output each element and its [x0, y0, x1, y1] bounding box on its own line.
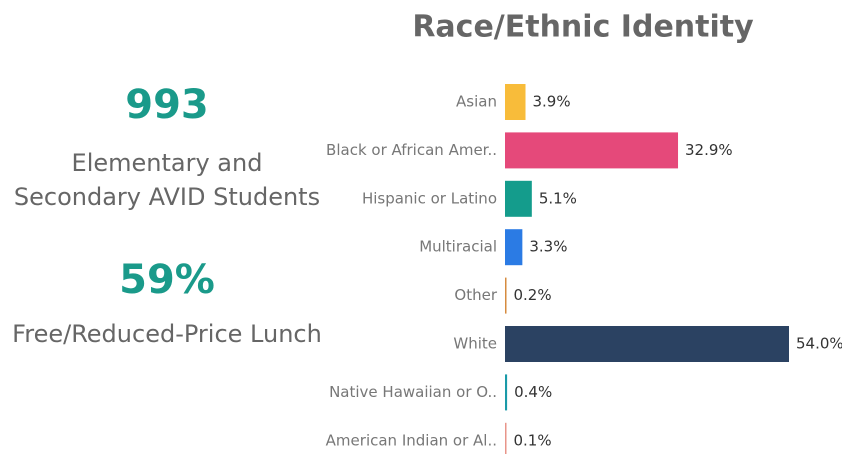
category-label: American Indian or Al..	[326, 431, 497, 449]
chart-title: Race/Ethnic Identity	[412, 10, 754, 45]
category-label: White	[453, 335, 497, 353]
value-label: 54.0%	[796, 335, 842, 353]
value-label: 0.1%	[514, 431, 552, 449]
bar	[505, 326, 789, 362]
bar	[505, 180, 532, 217]
category-label: Other	[454, 286, 497, 304]
value-label: 5.1%	[539, 189, 577, 207]
category-label: Hispanic or Latino	[362, 189, 497, 207]
category-label: Multiracial	[419, 238, 497, 256]
value-label: 3.9%	[533, 93, 571, 111]
value-label: 32.9%	[685, 141, 733, 159]
kpi-label: Elementary and Secondary AVID Students	[13, 149, 321, 211]
category-label: Native Hawaiian or O..	[329, 383, 497, 401]
value-label: 0.4%	[514, 383, 552, 401]
bar	[505, 84, 526, 120]
bar	[505, 229, 523, 266]
kpi-value: 993	[125, 82, 209, 128]
value-label: 0.2%	[514, 286, 552, 304]
bar	[505, 132, 679, 169]
bar	[505, 277, 507, 314]
bar	[505, 374, 508, 411]
bar	[505, 422, 507, 454]
kpi-value: 59%	[119, 257, 215, 303]
value-label: 3.3%	[529, 238, 567, 256]
category-label: Black or African Amer..	[326, 141, 497, 159]
category-label: Asian	[456, 93, 497, 111]
kpi-label: Free/Reduced-Price Lunch	[12, 320, 322, 348]
